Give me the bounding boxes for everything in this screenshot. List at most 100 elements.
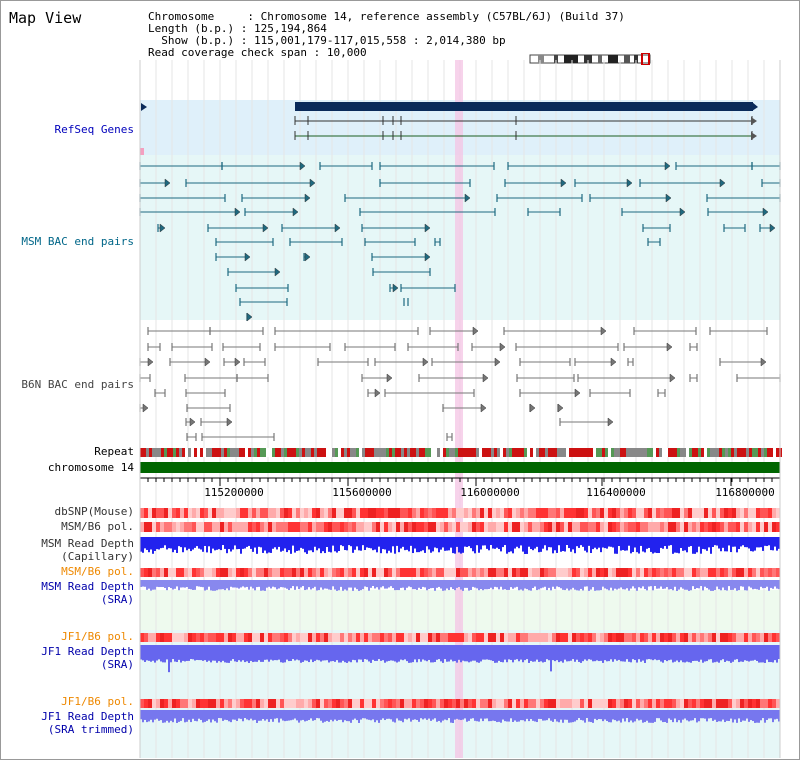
jf1-trimmed-depth-bar [694,710,696,719]
jf1-trimmed-depth-bar [508,710,510,722]
heat-cell [440,699,444,708]
msm-sra-depth-bar [348,580,350,588]
heat-cell [456,568,460,577]
heat-cell [552,699,556,708]
jf1-sra-depth-bar [462,645,464,661]
repeat-block [233,448,236,457]
msm-capillary-depth-bar [228,537,230,550]
jf1-sra-depth-bar [528,645,530,663]
msm-sra-depth-bar [474,580,476,588]
jf1-trimmed-depth-bar [296,710,298,721]
msm-sra-depth-bar [482,580,484,591]
jf1-trimmed-depth-bar [210,710,212,723]
heat-cell [264,508,268,518]
heat-cell [180,633,184,642]
jf1-trimmed-depth-bar [234,710,236,720]
repeat-block [728,448,731,457]
heat-cell [648,522,652,532]
repeat-block [506,448,509,457]
heat-cell [292,699,296,708]
jf1-trimmed-depth-bar [162,710,164,723]
msm-sra-depth-bar [604,580,606,589]
heat-cell [276,508,280,518]
heat-cell [704,633,708,642]
repeat-block [605,448,608,457]
msm-capillary-depth-bar [662,537,664,549]
heat-cell [592,633,596,642]
heat-cell [148,522,152,532]
jf1-trimmed-depth-bar [626,710,628,719]
jf1-sra-depth-bar [688,645,690,663]
msm-sra-depth-bar [492,580,494,590]
heat-cell [272,633,276,642]
heat-cell [364,699,368,708]
msm-sra-depth-bar [680,580,682,588]
msm-capillary-depth-bar [216,537,218,550]
msm-rd-cap-line1: MSM Read Depth [41,537,134,550]
jf1-trimmed-depth-bar [530,710,532,720]
msm-capillary-depth-bar [290,537,292,554]
msm-capillary-depth-bar [376,537,378,553]
heat-cell [640,508,644,518]
msm-sra-depth-bar [356,580,358,590]
jf1-trimmed-depth-bar [224,710,226,720]
b6n-pair-arrow [386,373,393,383]
jf1-sra-depth-bar [310,645,312,660]
msm-sra-depth-bar [164,580,166,588]
heat-cell [500,522,504,532]
heat-cell [520,568,524,577]
msm-sra-depth-bar [712,580,714,591]
heat-cell [524,633,528,642]
repeat-block [602,448,605,457]
repeat-block [671,448,674,457]
msm-capillary-depth-bar [308,537,310,551]
heat-cell [692,633,696,642]
msm-sra-depth-bar [386,580,388,589]
heat-cell [168,699,172,708]
heat-cell [484,568,488,577]
heat-cell [236,633,240,642]
chromosome-ideogram[interactable] [528,53,658,65]
msm-sra-depth-bar [276,580,278,590]
heat-cell [676,568,680,577]
jf1-trimmed-depth-bar [244,710,246,719]
heat-cell [420,568,424,577]
heat-cell [612,633,616,642]
jf1-trimmed-depth-bar [474,710,476,721]
jf1-trimmed-depth-bar [718,710,720,722]
jf1-trimmed-depth-bar [598,710,600,720]
msm-sra-depth-bar [290,580,292,589]
heat-cell [472,699,476,708]
msm-capillary-depth-bar [346,537,348,551]
jf1-trimmed-depth-bar [426,710,428,720]
jf1-sra-depth-bar [568,645,570,662]
jf1-sra-depth-bar [226,645,228,663]
msm-capillary-depth-bar [312,537,314,553]
msm-capillary-depth-bar [686,537,688,553]
jf1-trimmed-depth-bar [640,710,642,720]
axis-tick-label: 116000000 [460,486,520,499]
heat-cell [340,568,344,577]
jf1-trimmed-depth-bar [378,710,380,723]
jf1-sra-depth-bar [364,645,366,660]
jf1-trimmed-depth-bar [608,710,610,723]
heat-cell [560,522,564,532]
msm-capillary-depth-bar [452,537,454,554]
jf1-sra-depth-bar [440,645,442,662]
msm-capillary-depth-bar [206,537,208,553]
jf1-sra-depth-bar [356,645,358,663]
jf1-trimmed-depth-bar [424,710,426,719]
jf1-trimmed-depth-bar [178,710,180,722]
heat-cell [636,508,640,518]
jf1-sra-depth-bar [534,645,536,662]
jf1-sra-depth-bar [322,645,324,661]
jf1-trimmed-depth-bar [212,710,214,720]
jf1-trimmed-depth-bar [386,710,388,719]
b6n-pair-arrow [204,357,211,367]
msm-capillary-depth-bar [268,537,270,553]
heat-cell [184,568,188,577]
jf1-trimmed-depth-bar [730,710,732,719]
heat-cell [512,508,516,518]
msm-sra-depth-bar [362,580,364,590]
